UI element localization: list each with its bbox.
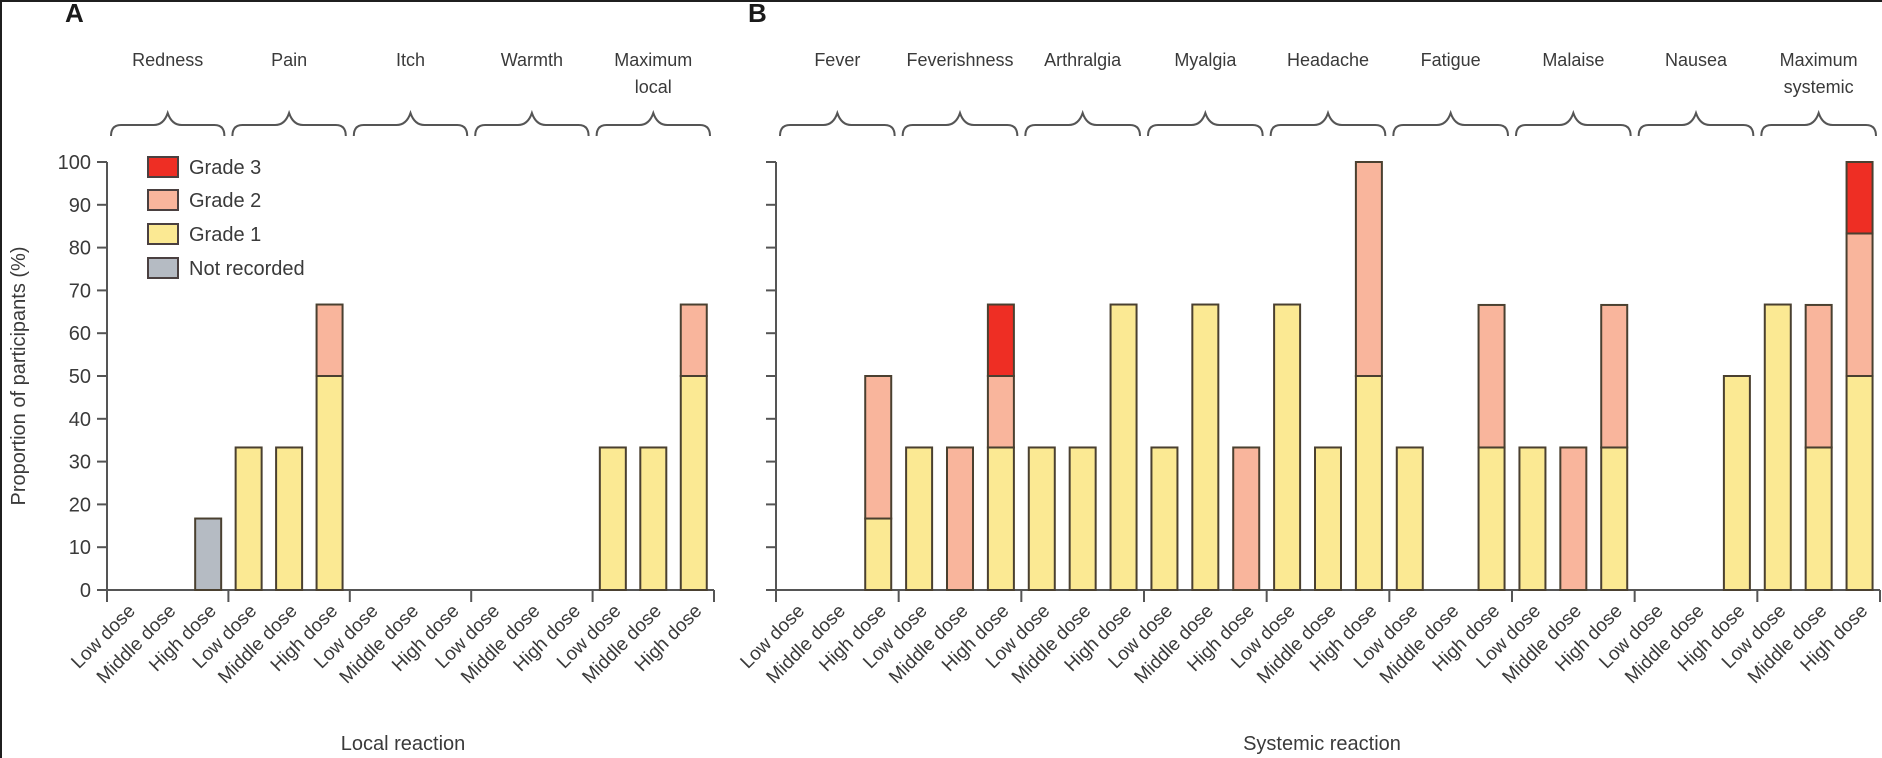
group-label: Redness [132,50,203,70]
x-axis-title-local: Local reaction [341,733,466,755]
y-tick-label: 20 [69,494,91,516]
group-brace [1760,109,1877,137]
bar-grade1 [1314,446,1342,592]
group-label: Headache [1287,50,1369,70]
group-label: Myalgia [1174,50,1237,70]
bar-grade2 [1845,232,1874,377]
bar-grade1 [1395,446,1424,592]
y-tick-label: 30 [69,452,91,474]
group-label: Fever [814,50,860,70]
bar-grade1 [679,375,708,591]
group-brace [1392,109,1509,137]
group-brace [474,109,590,137]
bar-grade1 [986,446,1015,592]
bar-grade1 [234,446,263,592]
legend-swatch-grade1 [147,223,179,245]
bar-grade2 [864,375,893,520]
bar-grade1 [1150,446,1179,592]
group-brace [1269,109,1387,137]
group-label: systemic [1784,77,1854,97]
group-label: Nausea [1665,50,1728,70]
legend-label-not-recorded: Not recorded [189,258,305,280]
bar-grade1 [1027,446,1056,592]
group-brace [779,109,896,137]
legend-swatch-grade2 [147,189,179,211]
bar-grade1 [639,446,668,592]
bar-grade1 [864,517,893,591]
panel-a-letter: A [65,0,84,28]
legend-swatch-grade3 [147,156,179,178]
bar-grade1 [905,446,934,592]
y-tick-label: 50 [69,366,91,388]
group-label: Warmth [501,50,563,70]
group-label: Fatigue [1421,50,1481,70]
y-axis-title: Proportion of participants (%) [8,246,30,505]
panel-b-letter: B [748,0,767,28]
x-axis-title-systemic: Systemic reaction [1243,733,1401,755]
bar-grade1 [1804,446,1833,592]
group-brace [901,109,1019,137]
group-brace [595,109,711,137]
group-label: Pain [271,50,307,70]
group-label: local [635,77,672,97]
group-brace [110,109,226,137]
y-tick-label: 0 [80,580,91,602]
group-label: Itch [396,50,425,70]
bar-grade2 [1559,446,1588,592]
group-brace [1515,109,1632,137]
y-tick-label: 40 [69,409,91,431]
bar-grade2 [1232,446,1261,592]
legend: Grade 3 Grade 2 Grade 1 Not recorded [147,156,305,280]
y-tick-label: 60 [69,323,91,345]
y-tick-label: 80 [69,238,91,260]
legend-label-grade3: Grade 3 [189,157,261,179]
group-label: Arthralgia [1044,50,1122,70]
group-brace [352,109,469,137]
group-brace [231,109,347,137]
bar-grade1 [1763,303,1792,591]
bar-grade1 [598,446,627,592]
group-label: Feverishness [906,50,1013,70]
bar-grade1 [1845,375,1874,591]
y-tick-label: 10 [69,537,91,559]
bar-grade1 [1354,375,1383,591]
legend-label-grade2: Grade 2 [189,190,261,212]
bar-grade1 [275,446,304,592]
group-label: Maximum [1780,50,1858,70]
bar-grade1 [1273,303,1302,591]
bar-grade2 [986,375,1015,449]
group-label: Malaise [1542,50,1604,70]
bar-grade1 [1191,303,1220,591]
bar-grade1 [315,375,344,591]
legend-label-grade1: Grade 1 [189,224,261,246]
bar-grade1 [1600,446,1629,592]
bar-grade1 [1109,303,1138,591]
group-brace [1024,109,1141,137]
bar-grade2 [679,303,708,377]
bar-grade2 [1354,161,1383,377]
bar-grade3 [986,303,1015,377]
y-tick-label: 90 [69,195,91,217]
legend-swatch-not-recorded [147,257,179,279]
y-tick-label: 70 [69,280,91,302]
bar-not-recorded [194,517,223,591]
bar-grade3 [1845,161,1874,235]
group-brace [1147,109,1264,137]
bar-grade1 [1477,446,1506,592]
bar-grade2 [1600,303,1629,449]
group-brace [1637,109,1755,137]
bar-grade1 [1518,446,1547,592]
bar-grade1 [1722,375,1751,591]
bar-grade2 [1804,303,1833,449]
bar-grade1 [1068,446,1097,592]
bar-grade2 [315,303,344,377]
bar-grade2 [1477,303,1506,449]
group-label: Maximum [614,50,692,70]
y-tick-label: 100 [58,152,91,174]
bar-grade2 [946,446,974,592]
